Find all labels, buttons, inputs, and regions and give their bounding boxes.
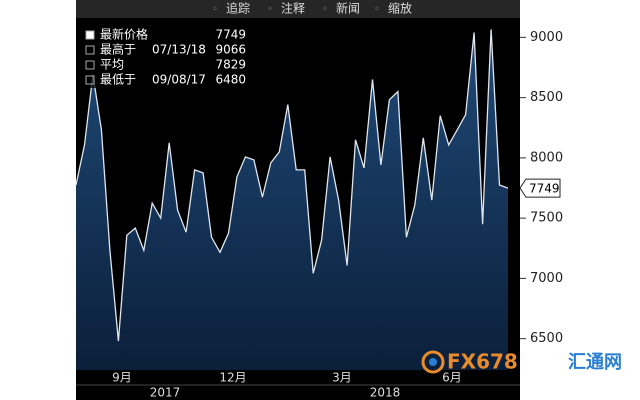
legend-value: 7749 [215, 28, 246, 42]
y-tick-label: 8500 [530, 90, 563, 105]
legend-value: 6480 [215, 73, 246, 87]
x-tick-label: 12月 [219, 371, 246, 385]
toolbar-icon: ◦ [212, 4, 218, 15]
legend-swatch [85, 45, 95, 55]
toolbar-icon: ◦ [267, 4, 273, 15]
toolbar-button[interactable]: 注释 [281, 1, 305, 16]
legend-swatch [85, 60, 95, 70]
area-fill [76, 29, 508, 371]
toolbar-button[interactable]: 新闻 [336, 1, 360, 16]
x-tick-label: 6月 [442, 371, 462, 385]
y-tick-label: 9000 [530, 30, 563, 45]
x-tick-label: 9月 [112, 371, 132, 385]
legend-date: 09/08/17 [152, 73, 206, 87]
watermark-name: 汇通网 [568, 352, 622, 373]
last-value-label: 7749 [529, 182, 560, 196]
last-value-box [519, 178, 561, 198]
toolbar-button[interactable]: 缩放 [388, 1, 412, 16]
legend-value: 9066 [215, 43, 246, 57]
watermark-brand: FX678 [447, 350, 518, 374]
legend-label: 最高于 [100, 42, 136, 57]
toolbar-icon: ◦ [322, 4, 328, 15]
y-tick-label: 8000 [530, 150, 563, 165]
legend-box [82, 26, 252, 88]
toolbar-icon: ◦ [374, 4, 380, 15]
watermark-icon-dot [429, 358, 437, 366]
y-tick-label: 7000 [530, 271, 563, 286]
y-tick-label: 6500 [530, 331, 563, 346]
legend-label: 平均 [100, 58, 124, 72]
x-year-label: 2018 [370, 386, 401, 400]
toolbar-button[interactable]: 追踪 [226, 1, 250, 16]
legend-value: 7829 [215, 58, 246, 72]
legend-swatch [85, 30, 95, 40]
watermark-icon [421, 350, 445, 374]
series-line [75, 29, 509, 342]
legend-date: 07/13/18 [152, 43, 206, 57]
x-year-label: 2017 [150, 386, 181, 400]
y-tick-label: 7500 [530, 211, 563, 226]
legend-label: 最新价格 [100, 27, 148, 42]
x-tick-label: 3月 [332, 371, 352, 385]
legend-swatch [85, 75, 95, 85]
legend-label: 最低于 [100, 73, 136, 87]
toolbar [76, 0, 520, 18]
